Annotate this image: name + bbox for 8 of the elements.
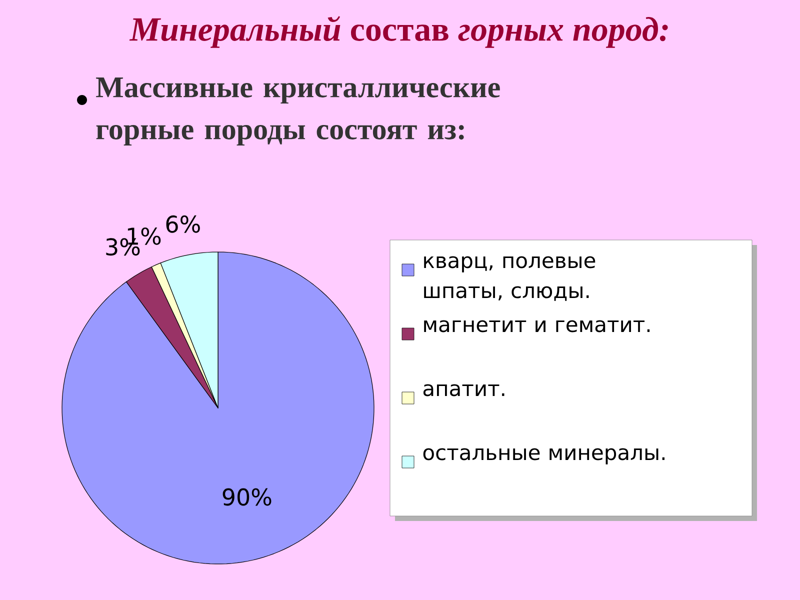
data-label: 6% (166, 215, 200, 233)
data-label: 90% (222, 488, 272, 506)
legend-label: кварц, полевые шпаты, слюды. (424, 256, 596, 301)
legend-label: остальные минералы. (423, 448, 664, 464)
legend-label: магнетит и гематит. (424, 320, 650, 332)
chart-title: Минеральный состав горных пород: (129, 16, 668, 48)
chart-subtitle: Массивные кристаллические горные породы состоят из: (96, 78, 500, 146)
legend-label: апатит. (423, 384, 504, 396)
